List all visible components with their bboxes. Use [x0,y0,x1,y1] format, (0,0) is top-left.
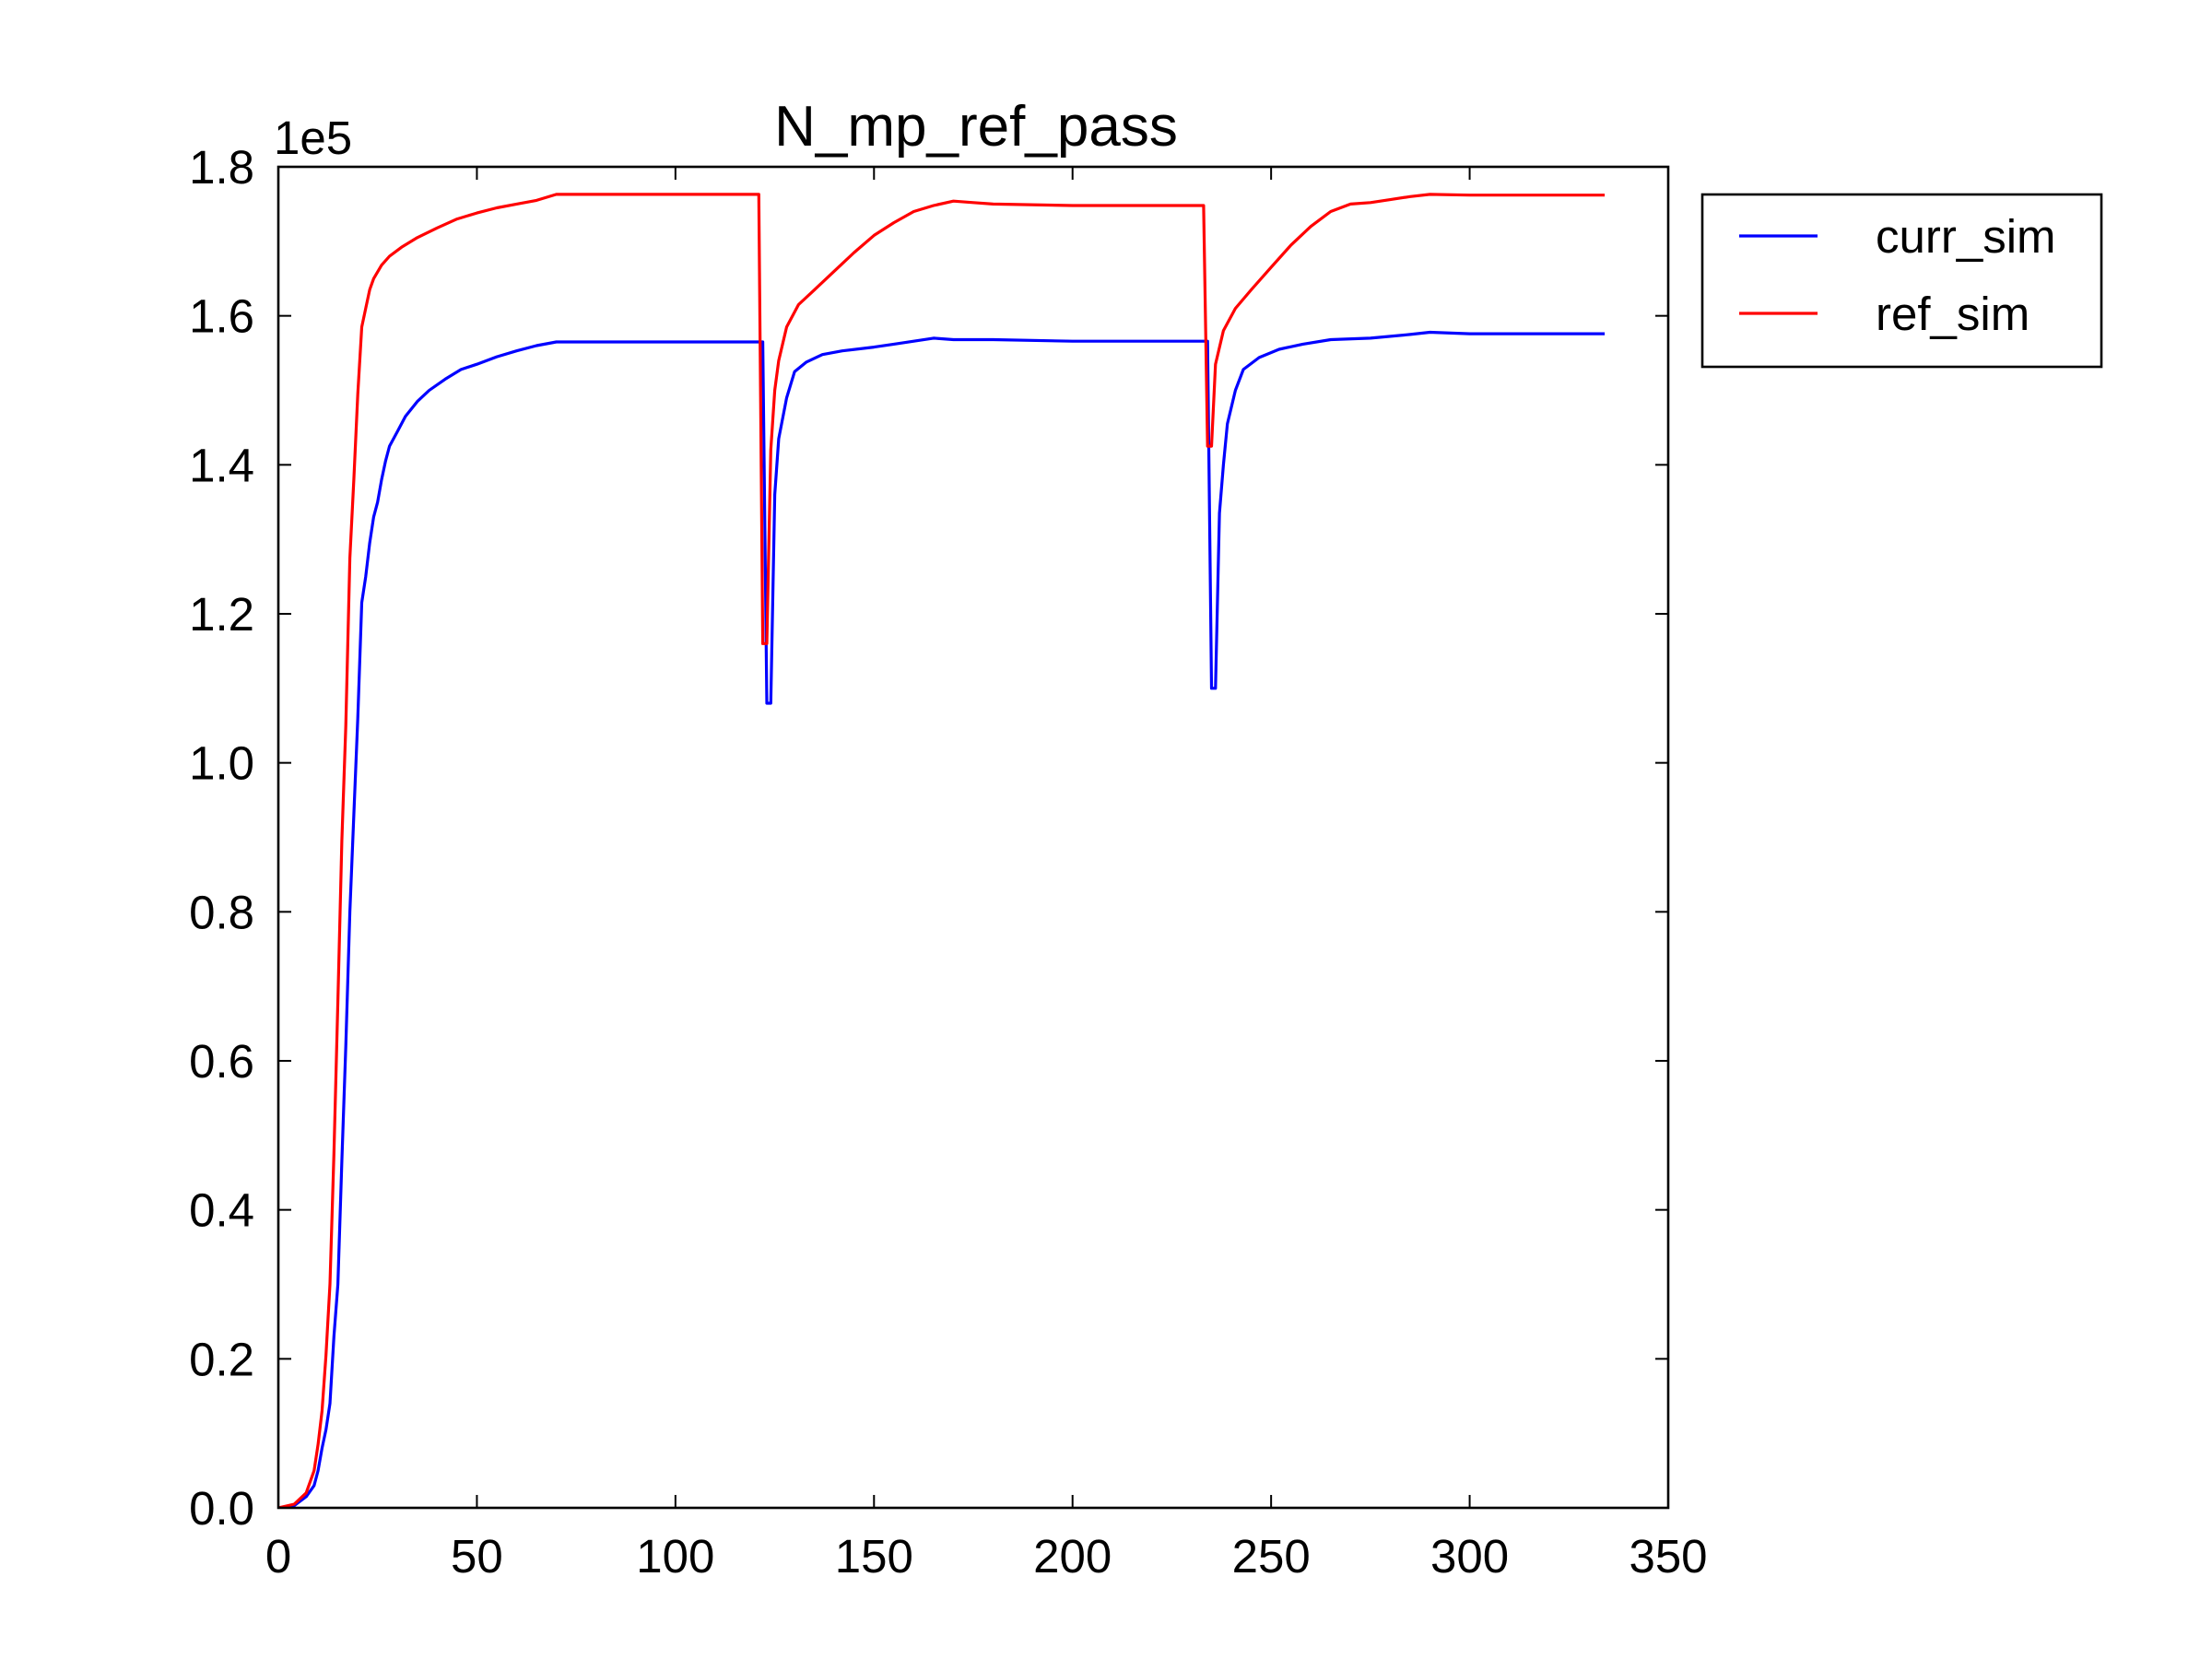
y-axis-multiplier: 1e5 [274,112,352,164]
plot-area: 0 50 100 150 200 250 300 350 0.0 0.2 0.4 0.6 0.8 1.0 1… [189,141,1707,1583]
series-line-curr-sim [278,330,1606,1508]
legend: curr_sim ref_sim [1700,193,2103,369]
y-tick-label: 1.8 [189,141,254,194]
y-tick-label: 0.0 [189,1482,254,1535]
y-tick-label: 1.4 [189,439,254,491]
y-tick-label: 0.6 [189,1035,254,1088]
y-tick-label: 1.6 [189,290,254,343]
y-tick-label: 1.0 [189,737,254,790]
x-tick-label: 300 [1430,1530,1509,1583]
x-tick-label: 350 [1629,1530,1707,1583]
legend-label-curr-sim: curr_sim [1876,210,2056,263]
series-line-ref-sim [278,193,1606,1508]
y-tick-label: 0.8 [189,886,254,938]
y-tick-label: 0.4 [189,1184,254,1237]
chart-title: N_mp_ref_pass [774,95,1178,159]
y-tick-label: 1.2 [189,588,254,641]
x-tick-label: 0 [265,1530,291,1583]
x-tick-label: 150 [835,1530,913,1583]
plot-frame [276,165,1670,1510]
x-tick-label: 250 [1232,1530,1311,1583]
x-tick-label: 100 [636,1530,714,1583]
legend-label-ref-sim: ref_sim [1876,288,2030,340]
x-tick-label: 50 [451,1530,503,1583]
legend-box [1700,193,2103,369]
y-tick-label: 0.2 [189,1333,254,1385]
x-tick-label: 200 [1033,1530,1112,1583]
